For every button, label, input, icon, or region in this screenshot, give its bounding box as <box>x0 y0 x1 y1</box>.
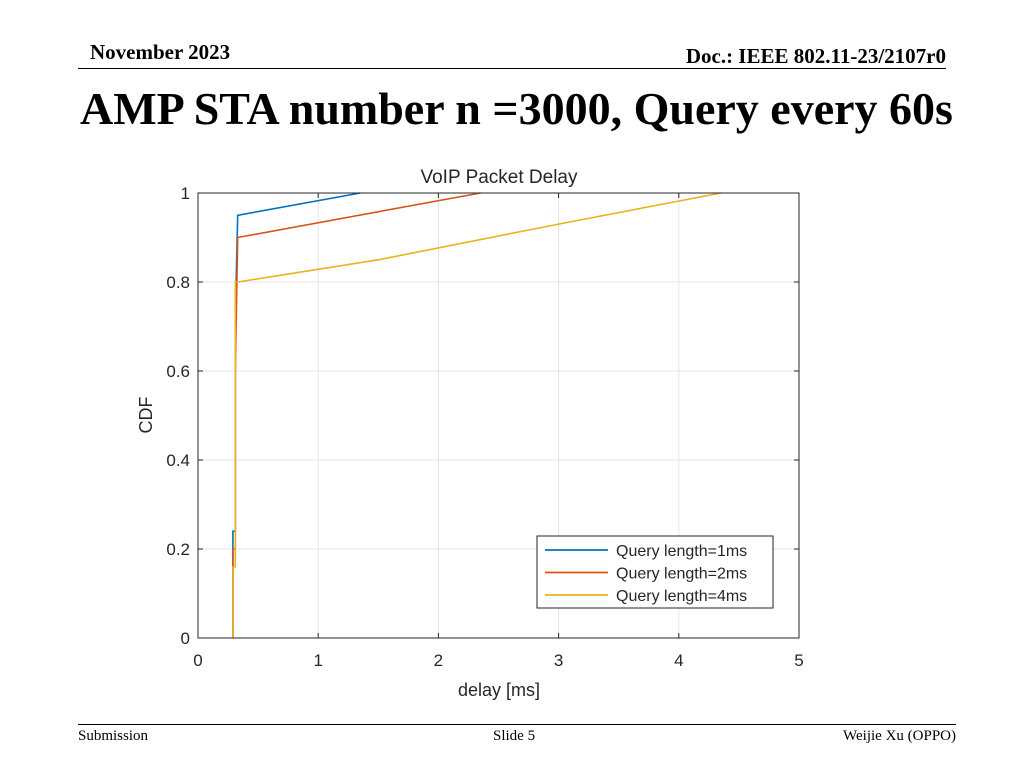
header-date: November 2023 <box>90 40 231 64</box>
x-tick-label: 3 <box>554 651 563 670</box>
legend-entry-3: Query length=4ms <box>616 588 747 605</box>
tick-layer: 0 1 2 3 4 5 0 0.2 0.4 0.6 0.8 1 <box>166 184 803 670</box>
y-tick-label: 0.6 <box>166 362 190 381</box>
slide-title: AMP STA number n =3000, Query every 60s <box>80 83 953 134</box>
chart-title: VoIP Packet Delay <box>420 167 578 188</box>
series-line-2 <box>232 192 481 638</box>
header-divider <box>78 68 946 69</box>
footer-divider <box>78 724 956 725</box>
footer-author: Weijie Xu (OPPO) <box>843 728 956 744</box>
y-tick-label: 0.2 <box>166 540 190 559</box>
y-tick-label: 0.8 <box>166 273 190 292</box>
legend: Query length=1ms Query length=2ms Query le… <box>536 535 774 609</box>
x-tick-label: 5 <box>794 651 803 670</box>
header-doc-id: Doc.: IEEE 802.11-23/2107r0 <box>685 44 946 68</box>
x-axis-label: delay [ms] <box>458 680 540 700</box>
series-layer <box>232 192 722 638</box>
plot-frame <box>197 192 800 639</box>
y-tick-label: 1 <box>181 184 190 203</box>
x-tick-label: 0 <box>193 651 202 670</box>
footer-submission: Submission <box>78 728 149 744</box>
y-tick-label: 0 <box>181 629 190 648</box>
x-tick-label: 1 <box>313 651 322 670</box>
legend-entry-1: Query length=1ms <box>616 543 747 560</box>
y-axis-label: CDF <box>136 397 156 434</box>
footer-slide-number: Slide 5 <box>493 728 536 744</box>
y-tick-label: 0.4 <box>166 451 190 470</box>
series-line-3 <box>232 192 722 638</box>
legend-entry-2: Query length=2ms <box>616 566 747 583</box>
x-tick-label: 2 <box>434 651 443 670</box>
x-tick-label: 4 <box>674 651 683 670</box>
series-line-1 <box>232 192 361 638</box>
